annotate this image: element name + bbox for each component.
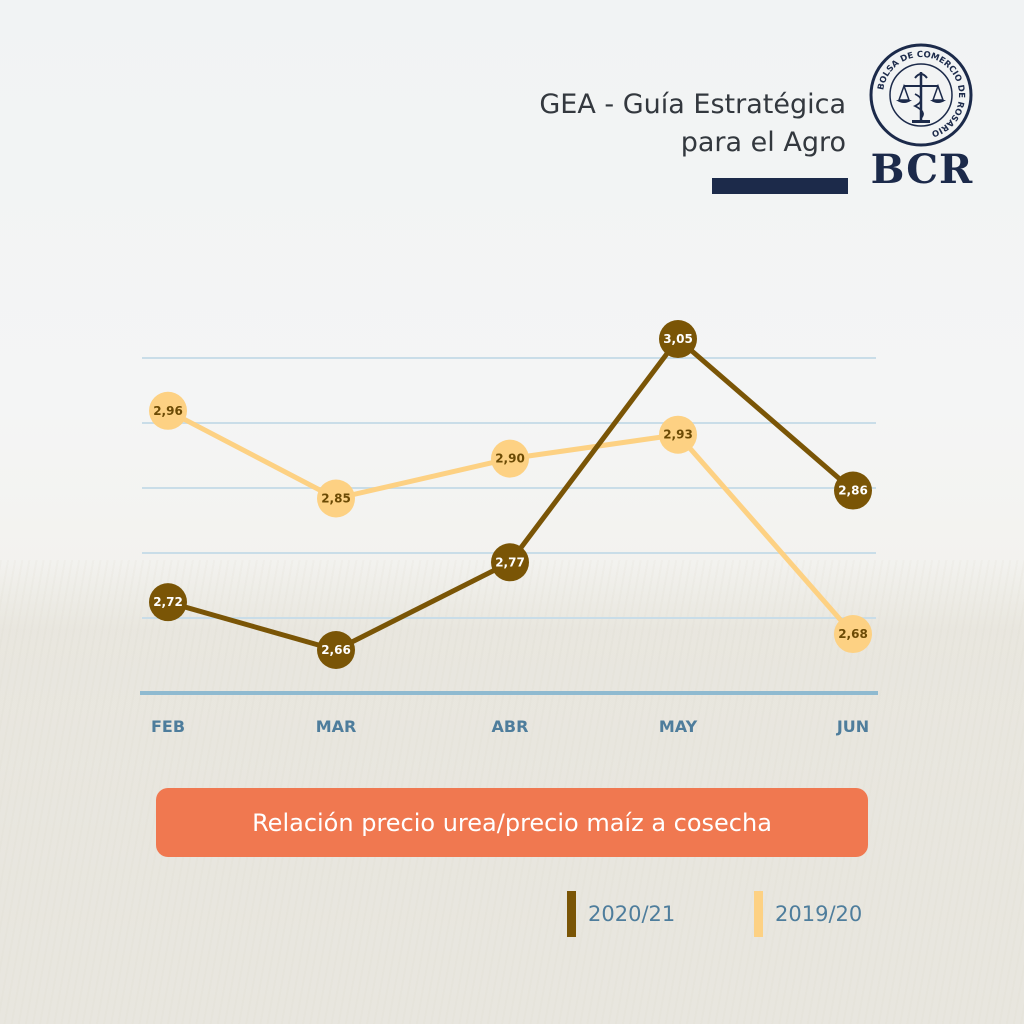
bcr-seal-icon: BOLSA DE COMERCIO DE ROSARIO	[869, 43, 973, 147]
header-title-line1: GEA - Guía Estratégica	[539, 89, 846, 120]
data-point-2019-20	[834, 615, 872, 654]
data-label-2020-21: 3,05	[663, 332, 693, 346]
legend-item-2019-20: 2019/20	[754, 891, 862, 937]
data-label-2019-20: 2,68	[838, 627, 868, 641]
data-label-2019-20: 2,85	[321, 491, 351, 505]
chart-title: Relación precio urea/precio maíz a cosec…	[252, 808, 772, 837]
data-label-2020-21: 2,72	[153, 595, 183, 609]
data-label-2020-21: 2,66	[321, 643, 351, 657]
chart-title-banner: Relación precio urea/precio maíz a cosec…	[156, 788, 868, 857]
legend-item-2020-21: 2020/21	[567, 891, 675, 937]
header-accent-bar	[712, 178, 848, 194]
series-line-2020-21	[167, 336, 855, 653]
x-tick-label: MAR	[316, 717, 357, 736]
data-label-2019-20: 2,96	[153, 404, 183, 418]
data-point-2020-21	[491, 543, 529, 582]
legend-label-2019-20: 2019/20	[775, 902, 863, 926]
data-point-2020-21	[659, 320, 697, 359]
legend-swatch-2019-20	[754, 891, 763, 937]
data-point-2020-21	[834, 471, 872, 510]
x-tick-label: MAY	[659, 717, 698, 736]
x-tick-label: JUN	[836, 717, 869, 736]
x-tick-label: ABR	[492, 717, 529, 736]
data-point-2019-20	[317, 479, 355, 518]
data-point-2020-21	[317, 631, 355, 669]
data-point-2019-20	[149, 391, 187, 430]
data-label-2020-21: 2,86	[838, 484, 868, 498]
header-title: GEA - Guía Estratégica para el Agro	[426, 86, 846, 162]
legend-swatch-2020-21	[567, 891, 576, 937]
legend-label-2020-21: 2020/21	[588, 902, 676, 926]
bcr-logo-text: BCR	[870, 146, 974, 193]
header-title-line2: para el Agro	[680, 127, 846, 158]
data-point-2019-20	[659, 415, 697, 454]
data-label-2019-20: 2,90	[495, 452, 525, 466]
x-tick-label: FEB	[151, 717, 185, 736]
data-point-2020-21	[149, 583, 187, 622]
data-label-2020-21: 2,77	[495, 555, 525, 569]
data-point-2019-20	[491, 439, 529, 478]
data-label-2019-20: 2,93	[663, 428, 693, 442]
